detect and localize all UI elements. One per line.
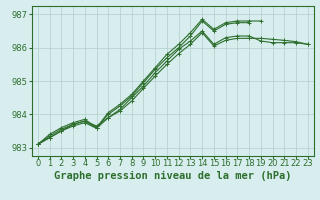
X-axis label: Graphe pression niveau de la mer (hPa): Graphe pression niveau de la mer (hPa) xyxy=(54,171,292,181)
